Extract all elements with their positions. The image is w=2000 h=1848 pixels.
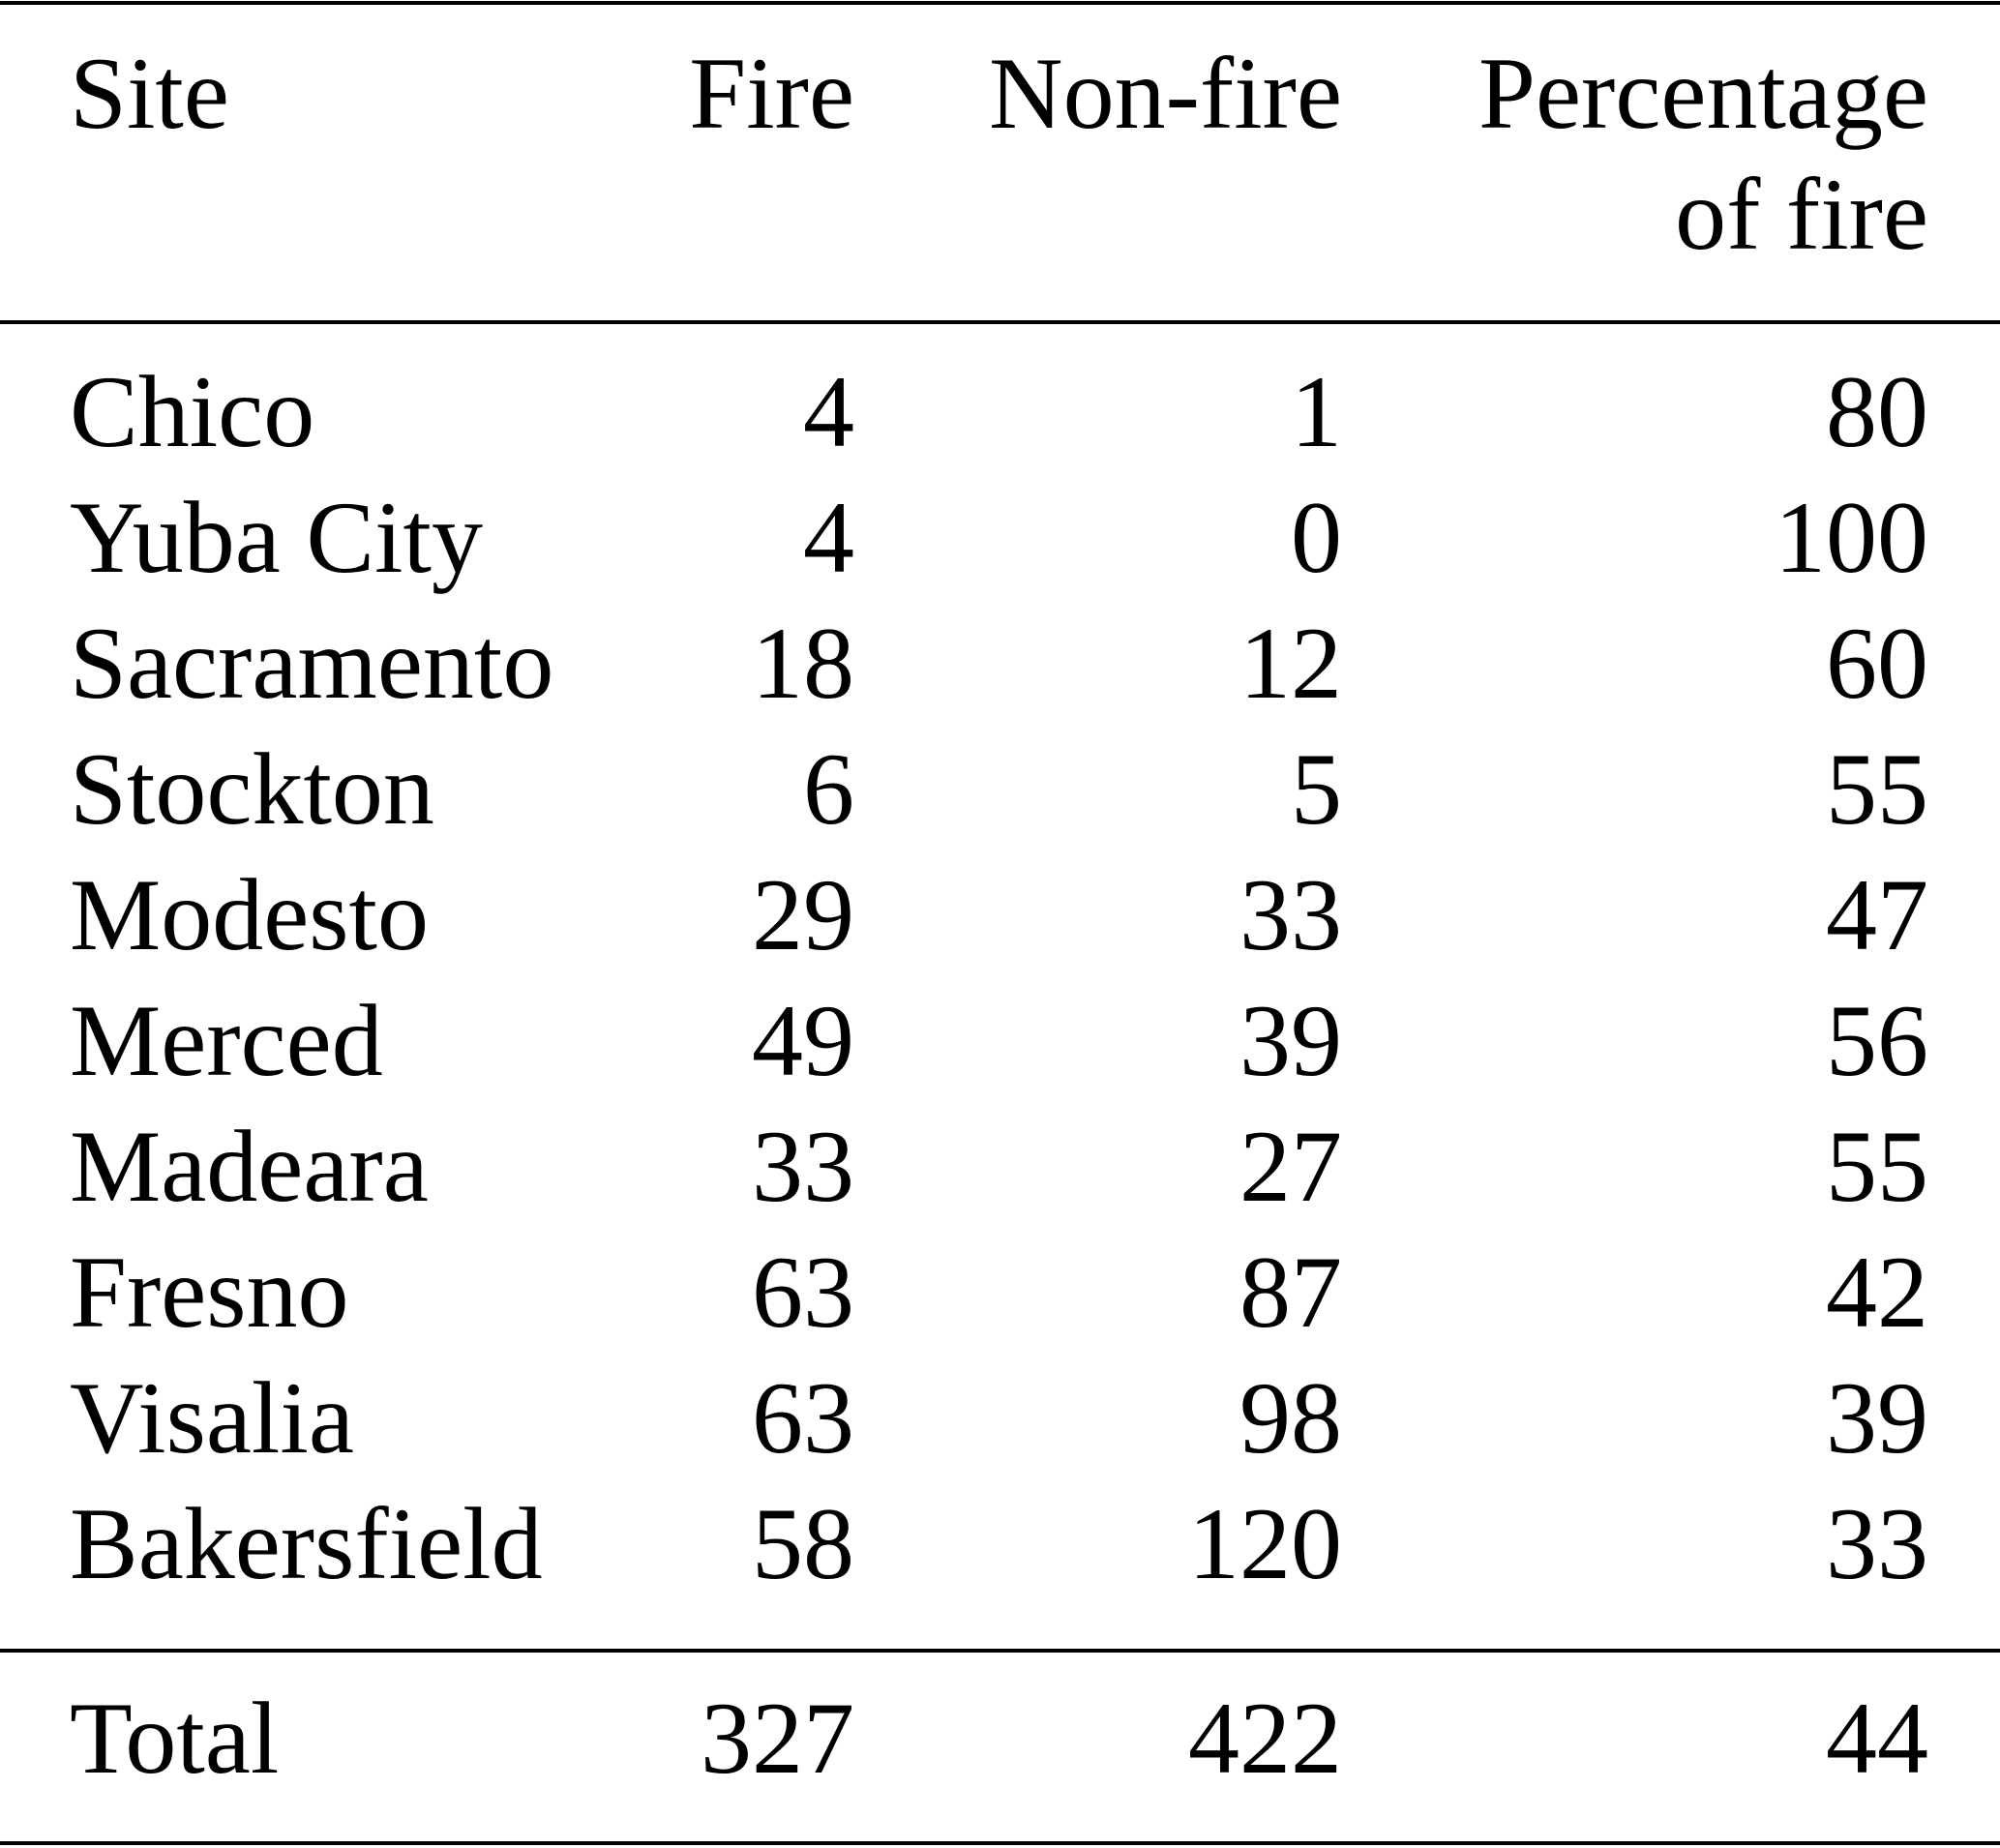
cell: 58 — [752, 1487, 854, 1600]
header-cell: Fire — [689, 37, 854, 150]
cell: 56 — [1826, 984, 1928, 1097]
total-cell: 327 — [701, 1682, 854, 1795]
cell: 60 — [1826, 607, 1928, 720]
site-name: Stockton — [70, 732, 434, 846]
cell: 29 — [752, 858, 854, 971]
cell: 87 — [1239, 1236, 1342, 1349]
cell: 4 — [803, 481, 854, 594]
cell: 42 — [1826, 1236, 1928, 1349]
cell: 120 — [1188, 1487, 1342, 1600]
site-name: Fresno — [70, 1236, 349, 1349]
header-cell: Site — [70, 37, 229, 150]
cell: 33 — [1826, 1487, 1928, 1600]
total-cell: 44 — [1826, 1682, 1928, 1795]
cell: 49 — [752, 984, 854, 1097]
cell: 33 — [752, 1110, 854, 1223]
cell: 27 — [1239, 1110, 1342, 1223]
cell: 18 — [752, 607, 854, 720]
cell: 39 — [1239, 984, 1342, 1097]
cell: 63 — [752, 1236, 854, 1349]
cell: 33 — [1239, 858, 1342, 971]
cell: 63 — [752, 1361, 854, 1475]
cell: 1 — [1291, 355, 1342, 468]
header-cell: Non-fire — [989, 37, 1342, 150]
site-name: Chico — [70, 355, 314, 468]
total-cell: 422 — [1188, 1682, 1342, 1795]
cell: 80 — [1826, 355, 1928, 468]
total-label: Total — [70, 1682, 279, 1795]
cell: 47 — [1826, 858, 1928, 971]
cell: 98 — [1239, 1361, 1342, 1475]
cell: 12 — [1239, 607, 1342, 720]
site-name: Yuba City — [70, 481, 483, 594]
cell: 0 — [1291, 481, 1342, 594]
site-name: Modesto — [70, 858, 429, 971]
site-name: Sacramento — [70, 607, 553, 720]
site-name: Madeara — [70, 1110, 429, 1223]
cell: 6 — [803, 732, 854, 846]
cell: 4 — [803, 355, 854, 468]
site-name: Visalia — [70, 1361, 354, 1475]
header-cell: of fire — [1675, 158, 1928, 271]
cell: 55 — [1826, 1110, 1928, 1223]
cell: 39 — [1826, 1361, 1928, 1475]
cell: 100 — [1775, 481, 1928, 594]
header-cell: Percentage — [1478, 37, 1928, 150]
cell: 5 — [1291, 732, 1342, 846]
site-name: Merced — [70, 984, 383, 1097]
site-name: Bakersfield — [70, 1487, 543, 1600]
cell: 55 — [1826, 732, 1928, 846]
